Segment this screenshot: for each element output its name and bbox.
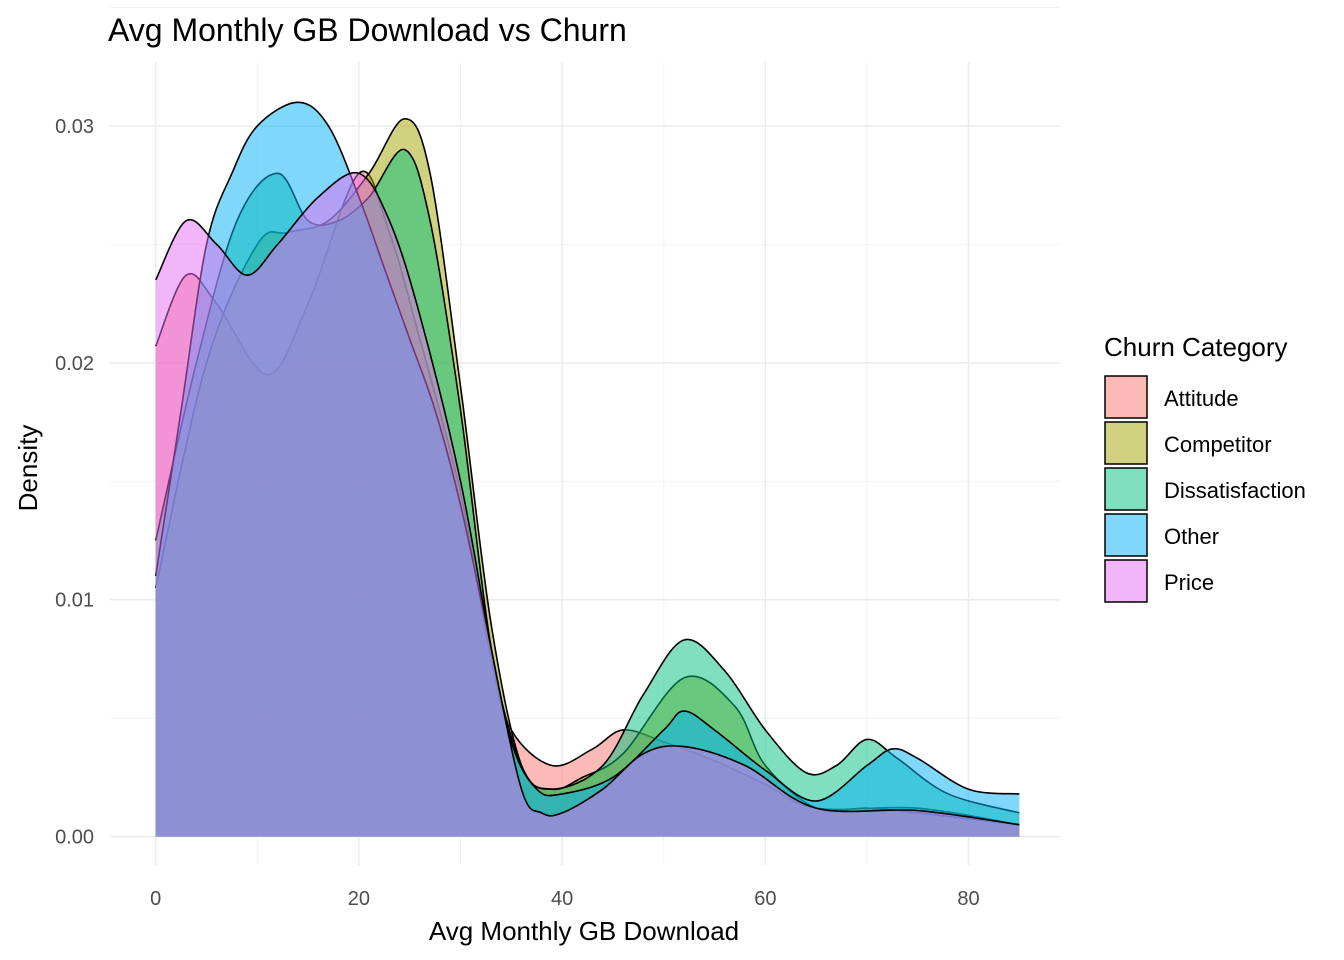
x-tick-label: 0 <box>150 888 161 910</box>
legend-label-other: Other <box>1164 524 1219 549</box>
x-axis-title: Avg Monthly GB Download <box>429 916 739 946</box>
y-tick-label: 0.01 <box>55 590 94 612</box>
y-tick-label: 0.02 <box>55 353 94 375</box>
legend-key-dissatisfaction <box>1104 467 1148 511</box>
y-axis-title: Density <box>13 425 43 512</box>
legend-label-competitor: Competitor <box>1164 432 1272 457</box>
y-tick-label: 0.03 <box>55 116 94 138</box>
y-tick-label: 0.00 <box>55 827 94 849</box>
x-tick-label: 40 <box>551 888 573 910</box>
legend-label-attitude: Attitude <box>1164 386 1239 411</box>
legend-key-attitude <box>1104 375 1148 419</box>
x-tick-label: 80 <box>957 888 979 910</box>
x-tick-label: 60 <box>754 888 776 910</box>
legend: Churn Category Attitude Competitor Dissati… <box>1104 332 1306 603</box>
x-axis-ticks: 0 20 40 60 80 <box>150 888 980 910</box>
legend-label-dissatisfaction: Dissatisfaction <box>1164 478 1306 503</box>
y-axis-ticks: 0.00 0.01 0.02 0.03 <box>55 116 94 849</box>
legend-label-price: Price <box>1164 570 1214 595</box>
chart-title: Avg Monthly GB Download vs Churn <box>108 12 627 48</box>
density-area-price <box>155 172 1020 837</box>
x-tick-label: 20 <box>348 888 370 910</box>
density-line-price <box>155 171 1020 826</box>
density-areas <box>154 101 1020 837</box>
legend-key-price <box>1104 559 1148 603</box>
legend-key-competitor <box>1104 421 1148 465</box>
legend-title: Churn Category <box>1104 332 1288 362</box>
legend-key-other <box>1104 513 1148 557</box>
